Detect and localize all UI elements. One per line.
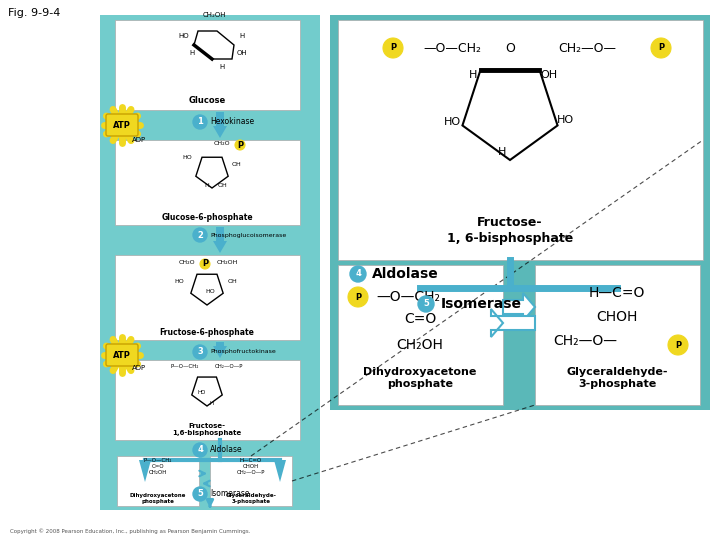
Text: P: P: [675, 341, 681, 349]
FancyBboxPatch shape: [338, 265, 503, 405]
Text: Isomerase: Isomerase: [210, 489, 250, 498]
Text: CHOH: CHOH: [596, 310, 638, 324]
FancyBboxPatch shape: [106, 344, 138, 366]
Text: P—O—CH₂: P—O—CH₂: [171, 364, 199, 369]
Text: CH₂OH: CH₂OH: [216, 260, 238, 265]
Circle shape: [193, 228, 207, 242]
Circle shape: [193, 115, 207, 129]
Text: HO: HO: [182, 155, 192, 160]
Circle shape: [200, 259, 210, 269]
Text: ATP: ATP: [113, 120, 131, 130]
Text: CH₂O: CH₂O: [179, 260, 195, 265]
Text: CH₂OH: CH₂OH: [397, 338, 444, 352]
Text: HO: HO: [198, 390, 206, 395]
Text: 3: 3: [197, 348, 203, 356]
Text: Phosphoglucoisomerase: Phosphoglucoisomerase: [210, 233, 287, 238]
Polygon shape: [213, 342, 227, 358]
Text: Phosphofructokinase: Phosphofructokinase: [210, 349, 276, 354]
Polygon shape: [503, 293, 535, 321]
Circle shape: [668, 335, 688, 355]
Text: ADP: ADP: [132, 365, 146, 371]
Text: OH: OH: [232, 162, 242, 167]
Text: CH₂—O—: CH₂—O—: [558, 42, 616, 55]
Text: 1: 1: [197, 118, 203, 126]
Text: OH: OH: [227, 279, 237, 284]
Text: H: H: [204, 183, 210, 188]
FancyBboxPatch shape: [115, 20, 300, 110]
Circle shape: [193, 487, 207, 501]
Text: 5: 5: [197, 489, 203, 498]
Text: H—C=O: H—C=O: [589, 286, 645, 300]
Text: Fructose-
1, 6-bisphosphate: Fructose- 1, 6-bisphosphate: [447, 216, 573, 245]
Text: C=O: C=O: [404, 312, 436, 326]
Text: P: P: [390, 44, 396, 52]
Text: OH: OH: [237, 50, 247, 56]
Text: —O—CH₂: —O—CH₂: [423, 42, 481, 55]
Text: Glyceraldehyde-
3-phosphate: Glyceraldehyde- 3-phosphate: [225, 493, 276, 504]
Text: CH₂O: CH₂O: [214, 141, 230, 146]
Text: Isomerase: Isomerase: [441, 297, 522, 311]
FancyBboxPatch shape: [115, 255, 300, 340]
Polygon shape: [213, 112, 227, 138]
FancyBboxPatch shape: [106, 114, 138, 136]
Polygon shape: [274, 460, 286, 482]
FancyBboxPatch shape: [210, 456, 292, 506]
Text: —O—CH₂: —O—CH₂: [376, 290, 440, 304]
Text: 4: 4: [197, 446, 203, 455]
Text: ADP: ADP: [132, 137, 146, 143]
Text: 5: 5: [423, 300, 429, 308]
Text: Glucose: Glucose: [189, 96, 225, 105]
Text: P: P: [658, 44, 664, 52]
Polygon shape: [213, 227, 227, 253]
Circle shape: [350, 266, 366, 282]
Text: H: H: [498, 147, 506, 157]
Circle shape: [383, 38, 403, 58]
Circle shape: [348, 287, 368, 307]
FancyBboxPatch shape: [535, 265, 700, 405]
Text: P: P: [355, 293, 361, 301]
Text: Glucose-6-phosphate: Glucose-6-phosphate: [161, 213, 253, 222]
Text: CH₂OH: CH₂OH: [202, 12, 226, 18]
Text: CH₂—O—P: CH₂—O—P: [215, 364, 243, 369]
Text: HO: HO: [205, 289, 215, 294]
Text: H: H: [210, 401, 214, 406]
Circle shape: [193, 345, 207, 359]
Polygon shape: [139, 460, 151, 482]
Text: Fructose-6-phosphate: Fructose-6-phosphate: [160, 328, 254, 337]
Text: H: H: [220, 64, 225, 70]
Text: HO: HO: [179, 33, 189, 39]
Text: Dihydroxyacetone
phosphate: Dihydroxyacetone phosphate: [364, 367, 477, 389]
Text: P: P: [237, 140, 243, 150]
Text: HO: HO: [174, 279, 184, 284]
FancyBboxPatch shape: [100, 15, 320, 510]
Text: Glyceraldehyde-
3-phosphate: Glyceraldehyde- 3-phosphate: [566, 367, 667, 389]
FancyBboxPatch shape: [115, 360, 300, 440]
Text: HO: HO: [557, 116, 574, 125]
FancyBboxPatch shape: [117, 456, 199, 506]
Text: Aldolase: Aldolase: [210, 446, 243, 455]
Circle shape: [193, 443, 207, 457]
Text: P: P: [202, 260, 208, 268]
Text: 2: 2: [197, 231, 203, 240]
FancyBboxPatch shape: [338, 20, 703, 260]
Text: OH: OH: [217, 183, 227, 188]
Text: 4: 4: [355, 269, 361, 279]
Text: ATP: ATP: [113, 350, 131, 360]
Text: HO: HO: [444, 118, 461, 127]
FancyBboxPatch shape: [115, 140, 300, 225]
Text: H: H: [239, 33, 245, 39]
Text: Fructose-
1,6-bisphosphate: Fructose- 1,6-bisphosphate: [172, 423, 242, 436]
Circle shape: [418, 296, 434, 312]
Text: Hexokinase: Hexokinase: [210, 118, 254, 126]
Text: OH: OH: [541, 70, 558, 79]
Text: P—O—CH₂
C=O
CH₂OH: P—O—CH₂ C=O CH₂OH: [144, 458, 172, 475]
FancyBboxPatch shape: [330, 15, 710, 410]
Text: H—C=O
CHOH
CH₂—O—P: H—C=O CHOH CH₂—O—P: [237, 458, 265, 475]
Text: Fig. 9-9-4: Fig. 9-9-4: [8, 8, 60, 18]
Text: H: H: [469, 70, 477, 79]
Text: O: O: [505, 42, 515, 55]
Text: H: H: [189, 50, 194, 56]
Text: CH₂—O—: CH₂—O—: [553, 334, 617, 348]
Circle shape: [651, 38, 671, 58]
